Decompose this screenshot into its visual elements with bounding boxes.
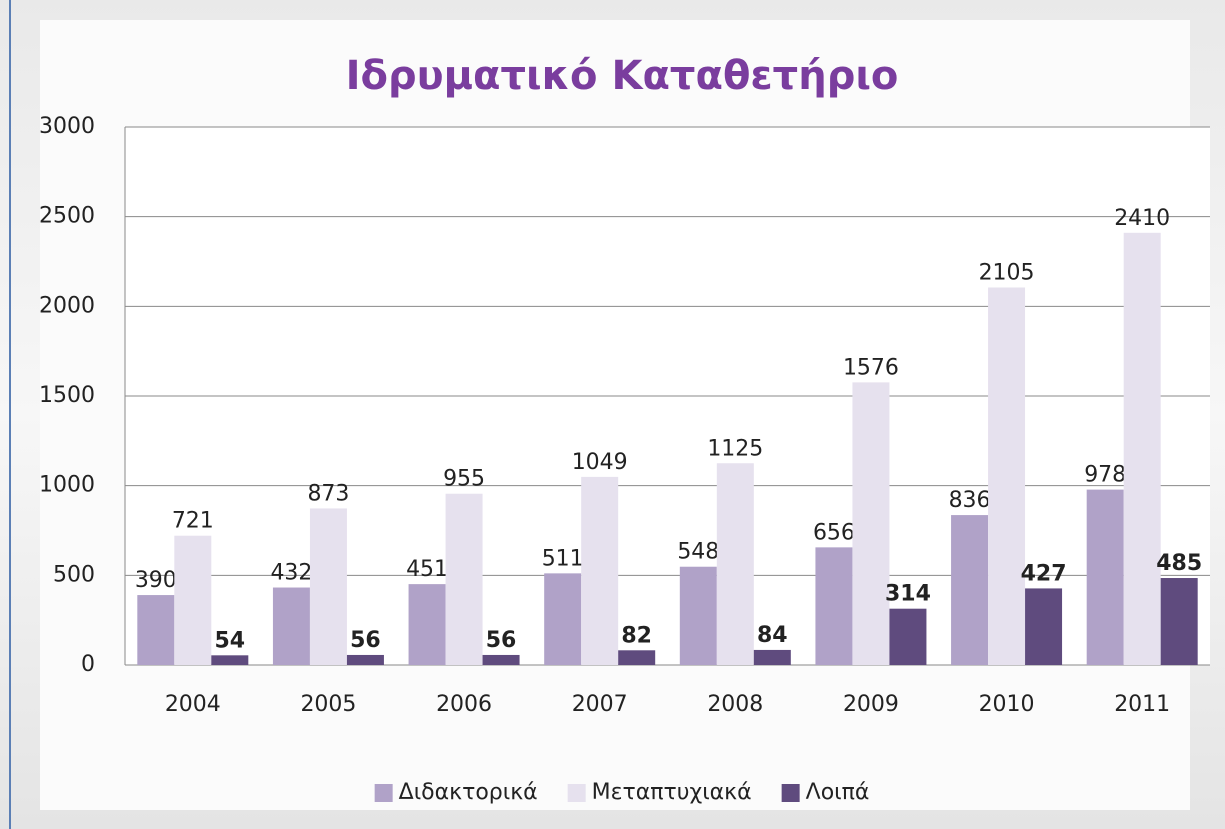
data-label: 56	[350, 628, 381, 653]
bar	[211, 655, 249, 665]
legend-swatch	[374, 784, 393, 802]
data-label: 56	[486, 628, 517, 653]
legend-swatch	[781, 784, 800, 802]
bar	[1086, 489, 1124, 665]
data-label: 2410	[1114, 206, 1170, 231]
bar	[716, 463, 754, 665]
data-label: 390	[135, 568, 177, 593]
data-label: 1125	[707, 436, 763, 461]
bar	[272, 587, 310, 665]
bar	[679, 566, 717, 665]
legend-label: Διδακτορικά	[399, 780, 538, 805]
data-label: 54	[215, 628, 246, 653]
bar	[852, 382, 890, 665]
bar	[346, 654, 384, 665]
x-tick-label: 2009	[843, 692, 899, 717]
data-label: 485	[1156, 551, 1202, 576]
data-label: 314	[885, 582, 931, 607]
bar	[581, 476, 619, 665]
bar	[951, 515, 989, 665]
bar	[137, 595, 175, 665]
bar	[174, 535, 212, 665]
data-label: 511	[542, 546, 584, 571]
x-tick-label: 2005	[300, 692, 356, 717]
data-label: 84	[757, 623, 788, 648]
bar	[618, 650, 656, 665]
bar	[1123, 232, 1161, 665]
x-tick-label: 2008	[707, 692, 763, 717]
bar	[988, 287, 1026, 665]
bar	[309, 508, 347, 665]
data-label: 721	[172, 509, 214, 534]
y-tick-label: 500	[53, 562, 95, 587]
legend-label: Μεταπτυχιακά	[592, 780, 752, 805]
legend-swatch	[567, 784, 586, 802]
data-label: 656	[813, 520, 855, 545]
data-label: 1049	[572, 450, 628, 475]
data-label: 836	[949, 488, 991, 513]
x-tick-label: 2004	[165, 692, 221, 717]
bar	[1160, 578, 1198, 665]
y-tick-label: 0	[81, 652, 95, 677]
bar	[753, 649, 791, 665]
bar	[889, 608, 927, 665]
x-tick-label: 2007	[572, 692, 628, 717]
y-tick-label: 1500	[39, 383, 95, 408]
bar	[445, 493, 483, 665]
data-label: 955	[443, 467, 485, 492]
bar	[408, 584, 446, 665]
data-label: 548	[677, 540, 719, 565]
x-tick-label: 2010	[979, 692, 1035, 717]
bar	[482, 654, 520, 665]
data-label: 451	[406, 557, 448, 582]
bar	[544, 573, 582, 665]
data-label: 873	[307, 481, 349, 506]
data-label: 82	[621, 623, 652, 648]
data-label: 978	[1084, 463, 1126, 488]
y-tick-label: 2500	[39, 204, 95, 229]
y-tick-label: 2000	[39, 293, 95, 318]
data-label: 427	[1021, 561, 1067, 586]
bar	[815, 547, 853, 665]
x-tick-label: 2011	[1114, 692, 1170, 717]
y-tick-label: 1000	[39, 473, 95, 498]
bar	[1025, 588, 1063, 665]
y-tick-label: 3000	[39, 114, 95, 139]
x-tick-label: 2006	[436, 692, 492, 717]
chart-title: Ιδρυματικό Καταθετήριο	[346, 53, 899, 99]
legend-label: Λοιπά	[806, 780, 870, 805]
data-label: 2105	[979, 261, 1035, 286]
data-label: 1576	[843, 355, 899, 380]
data-label: 432	[270, 561, 312, 586]
